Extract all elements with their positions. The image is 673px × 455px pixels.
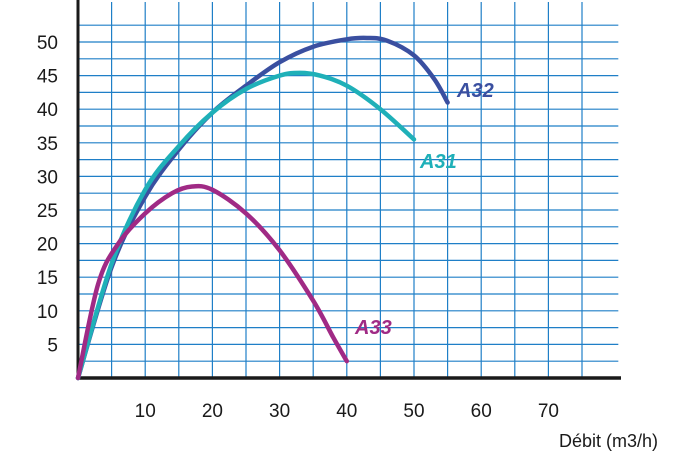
tick-labels: 5 10 15 20 25 30 35 40 45 50 10 20 30 40 50 60 70 <box>37 33 559 422</box>
x-tick-label: 40 <box>336 401 357 422</box>
y-tick-label: 5 <box>47 335 58 356</box>
y-tick-label: 45 <box>37 67 58 88</box>
x-tick-label: 10 <box>135 401 156 422</box>
y-tick-label: 20 <box>37 235 58 256</box>
y-tick-label: 35 <box>37 134 58 155</box>
series-label-a32: A32 <box>456 80 494 102</box>
axes <box>76 0 621 380</box>
series-lines <box>75 35 450 381</box>
series-label-a33: A33 <box>354 317 392 339</box>
grid-lines <box>78 2 619 378</box>
y-tick-label: 40 <box>37 100 58 121</box>
series-label-a31: A31 <box>419 151 457 173</box>
x-tick-label: 70 <box>538 401 559 422</box>
x-tick-label: 30 <box>269 401 290 422</box>
y-tick-label: 30 <box>37 167 58 188</box>
y-tick-label: 25 <box>37 201 58 222</box>
series-line-a31 <box>75 70 417 381</box>
x-axis-title: Débit (m3/h) <box>559 431 658 451</box>
series-line-a33 <box>75 183 350 381</box>
y-tick-label: 15 <box>37 268 58 289</box>
x-tick-label: 50 <box>403 401 424 422</box>
series-labels: A32 A31 A33 <box>354 80 494 339</box>
y-tick-label: 50 <box>37 33 58 54</box>
x-tick-label: 20 <box>202 401 223 422</box>
series-line-a32 <box>75 35 450 381</box>
x-tick-label: 60 <box>471 401 492 422</box>
y-tick-label: 10 <box>37 302 58 323</box>
